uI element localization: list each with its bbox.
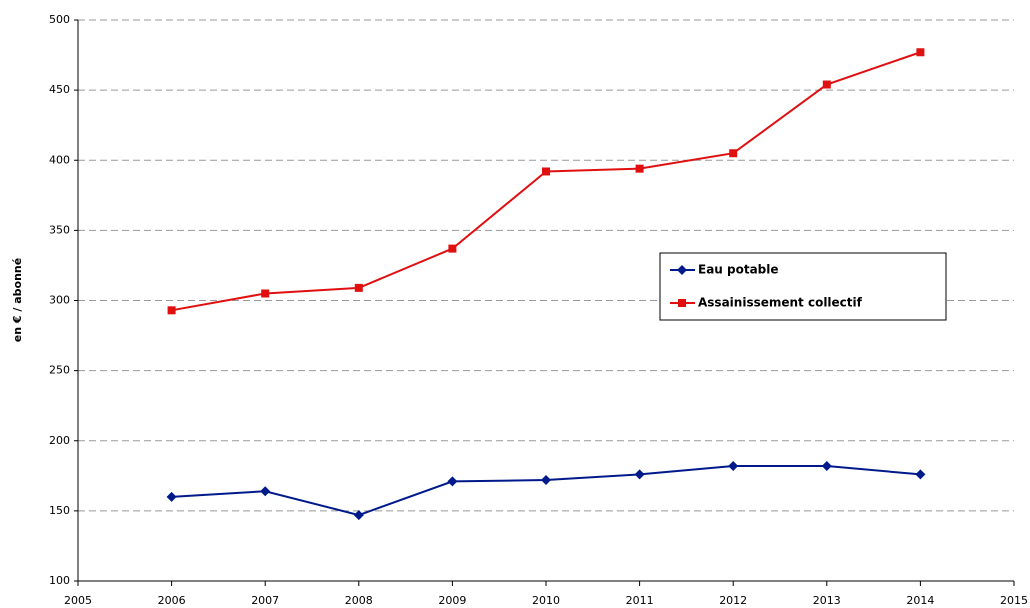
marker — [448, 244, 457, 253]
y-tick-label: 250 — [49, 364, 70, 377]
marker — [354, 283, 363, 292]
y-tick-label: 450 — [49, 83, 70, 96]
marker — [915, 469, 926, 480]
marker — [635, 164, 644, 173]
marker — [447, 476, 458, 487]
x-tick-label: 2015 — [1000, 594, 1028, 607]
y-tick-label: 200 — [49, 434, 70, 447]
legend-marker — [677, 265, 687, 275]
marker — [353, 510, 364, 521]
legend-box — [659, 252, 947, 321]
x-tick-label: 2008 — [345, 594, 373, 607]
x-tick-label: 2012 — [719, 594, 747, 607]
x-tick-label: 2013 — [813, 594, 841, 607]
y-tick-label: 500 — [49, 13, 70, 26]
marker — [166, 491, 177, 502]
y-axis-label: en € / abonné — [11, 258, 24, 342]
x-tick-label: 2014 — [906, 594, 934, 607]
marker — [634, 469, 645, 480]
marker — [261, 289, 270, 298]
y-tick-label: 100 — [49, 574, 70, 587]
y-tick-label: 150 — [49, 504, 70, 517]
marker — [728, 460, 739, 471]
marker — [542, 167, 550, 176]
legend-label: Assainissement collectif — [698, 296, 863, 310]
x-tick-label: 2007 — [251, 594, 279, 607]
legend-marker — [678, 299, 686, 307]
x-tick-label: 2010 — [532, 594, 560, 607]
x-tick-label: 2005 — [64, 594, 92, 607]
marker — [729, 149, 738, 158]
marker — [260, 486, 271, 497]
x-tick-label: 2009 — [438, 594, 466, 607]
marker — [167, 306, 176, 315]
marker — [916, 48, 925, 57]
series-line — [171, 464, 921, 517]
marker — [821, 460, 832, 471]
y-tick-label: 300 — [49, 294, 70, 307]
legend-label: Eau potable — [698, 263, 779, 277]
x-tick-label: 2011 — [626, 594, 654, 607]
marker — [822, 80, 831, 89]
x-tick-label: 2006 — [158, 594, 186, 607]
y-tick-label: 400 — [49, 153, 70, 166]
y-tick-label: 350 — [49, 223, 70, 236]
marker — [541, 475, 551, 486]
